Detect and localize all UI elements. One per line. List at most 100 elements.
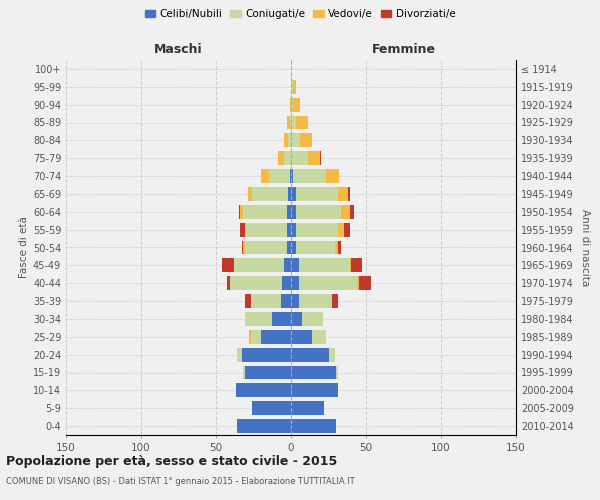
Bar bbox=[287, 116, 290, 130]
Bar bbox=[222, 258, 234, 272]
Bar bbox=[293, 98, 300, 112]
Bar bbox=[240, 222, 245, 236]
Bar bbox=[357, 276, 359, 290]
Bar bbox=[290, 169, 291, 183]
Bar bbox=[291, 80, 293, 94]
Bar bbox=[349, 258, 351, 272]
Bar bbox=[235, 384, 291, 398]
Bar bbox=[243, 366, 245, 380]
Bar bbox=[296, 240, 335, 254]
Bar bbox=[251, 330, 261, 344]
Text: Maschi: Maschi bbox=[154, 44, 203, 57]
Y-axis label: Fasce di età: Fasce di età bbox=[19, 216, 29, 278]
Bar bbox=[351, 258, 361, 272]
Bar bbox=[293, 80, 296, 94]
Bar bbox=[251, 294, 281, 308]
Bar bbox=[302, 312, 323, 326]
Bar bbox=[349, 205, 354, 219]
Bar bbox=[290, 98, 291, 112]
Bar bbox=[291, 348, 329, 362]
Bar bbox=[291, 116, 296, 130]
Bar bbox=[296, 116, 308, 130]
Text: COMUNE DI VISANO (BS) - Dati ISTAT 1° gennaio 2015 - Elaborazione TUTTITALIA.IT: COMUNE DI VISANO (BS) - Dati ISTAT 1° ge… bbox=[6, 478, 355, 486]
Bar bbox=[300, 134, 312, 147]
Bar bbox=[337, 187, 348, 201]
Bar bbox=[245, 312, 271, 326]
Bar bbox=[227, 276, 229, 290]
Bar bbox=[312, 330, 325, 344]
Bar bbox=[337, 222, 343, 236]
Bar bbox=[343, 222, 349, 236]
Bar bbox=[291, 151, 308, 165]
Bar bbox=[237, 348, 241, 362]
Bar bbox=[293, 169, 325, 183]
Bar bbox=[237, 419, 291, 433]
Bar bbox=[241, 348, 291, 362]
Bar bbox=[296, 205, 341, 219]
Text: Popolazione per età, sesso e stato civile - 2015: Popolazione per età, sesso e stato civil… bbox=[6, 455, 337, 468]
Bar bbox=[269, 169, 290, 183]
Bar bbox=[291, 222, 296, 236]
Bar bbox=[261, 330, 291, 344]
Bar bbox=[281, 294, 291, 308]
Bar bbox=[348, 187, 349, 201]
Bar bbox=[287, 222, 291, 236]
Bar bbox=[245, 240, 287, 254]
Bar bbox=[291, 312, 302, 326]
Bar bbox=[325, 169, 339, 183]
Bar bbox=[246, 222, 287, 236]
Bar bbox=[243, 240, 245, 254]
Bar bbox=[296, 187, 337, 201]
Bar bbox=[245, 366, 291, 380]
Bar bbox=[288, 134, 291, 147]
Bar bbox=[277, 151, 284, 165]
Bar bbox=[284, 258, 291, 272]
Bar bbox=[291, 98, 293, 112]
Text: Femmine: Femmine bbox=[371, 44, 436, 57]
Bar bbox=[291, 366, 336, 380]
Y-axis label: Anni di nascita: Anni di nascita bbox=[580, 209, 590, 286]
Bar bbox=[284, 151, 291, 165]
Bar bbox=[299, 258, 349, 272]
Bar bbox=[335, 240, 337, 254]
Bar bbox=[337, 240, 341, 254]
Bar bbox=[245, 222, 246, 236]
Bar bbox=[291, 205, 296, 219]
Bar bbox=[291, 276, 299, 290]
Bar bbox=[234, 258, 284, 272]
Bar bbox=[291, 419, 336, 433]
Bar bbox=[291, 384, 337, 398]
Bar bbox=[252, 187, 288, 201]
Bar bbox=[240, 205, 243, 219]
Bar bbox=[291, 169, 293, 183]
Bar bbox=[329, 348, 335, 362]
Bar bbox=[336, 366, 337, 380]
Bar bbox=[299, 294, 331, 308]
Bar bbox=[291, 240, 296, 254]
Bar bbox=[261, 169, 269, 183]
Bar bbox=[291, 187, 296, 201]
Bar bbox=[291, 134, 300, 147]
Bar bbox=[239, 205, 240, 219]
Bar bbox=[271, 312, 291, 326]
Bar bbox=[291, 401, 324, 415]
Bar bbox=[291, 294, 299, 308]
Bar bbox=[291, 330, 312, 344]
Bar bbox=[287, 240, 291, 254]
Bar bbox=[241, 240, 243, 254]
Bar bbox=[243, 205, 287, 219]
Bar bbox=[249, 330, 251, 344]
Bar bbox=[359, 276, 371, 290]
Bar bbox=[296, 222, 337, 236]
Bar bbox=[229, 276, 282, 290]
Bar bbox=[341, 205, 349, 219]
Bar bbox=[245, 294, 251, 308]
Bar bbox=[287, 205, 291, 219]
Bar bbox=[282, 276, 291, 290]
Bar bbox=[248, 187, 252, 201]
Bar bbox=[291, 258, 299, 272]
Bar bbox=[299, 276, 357, 290]
Bar bbox=[290, 116, 291, 130]
Legend: Celibi/Nubili, Coniugati/e, Vedovi/e, Divorziati/e: Celibi/Nubili, Coniugati/e, Vedovi/e, Di… bbox=[140, 5, 460, 24]
Bar bbox=[252, 401, 291, 415]
